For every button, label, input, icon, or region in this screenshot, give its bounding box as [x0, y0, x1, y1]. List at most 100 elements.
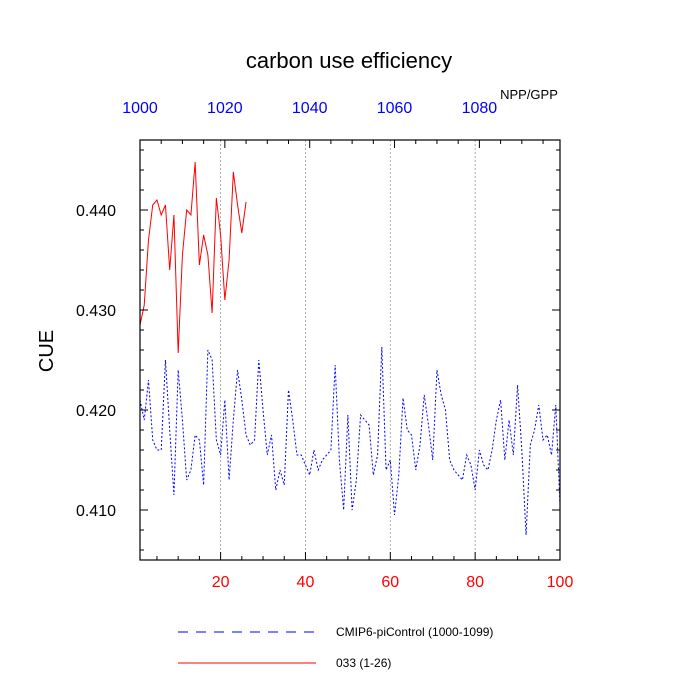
- data-point: [271, 434, 272, 435]
- data-point: [470, 464, 471, 465]
- data-point: [292, 419, 293, 420]
- data-point: [377, 454, 378, 455]
- data-point: [347, 414, 348, 415]
- data-point: [364, 419, 365, 420]
- data-point: [462, 479, 463, 480]
- data-point: [267, 454, 268, 455]
- data-point: [178, 352, 179, 353]
- data-point: [203, 484, 204, 485]
- data-point: [199, 439, 200, 440]
- data-point: [165, 359, 166, 360]
- data-point: [262, 409, 263, 410]
- y-tick-label: 0.420: [76, 403, 116, 420]
- data-point: [169, 429, 170, 430]
- x-tick-label: 80: [466, 574, 484, 591]
- y-tick-label: 0.430: [76, 303, 116, 320]
- data-point: [258, 359, 259, 360]
- data-point: [199, 264, 200, 265]
- data-point: [228, 479, 229, 480]
- data-point: [144, 419, 145, 420]
- y-tick-label: 0.440: [76, 203, 116, 220]
- data-point: [161, 449, 162, 450]
- data-point: [483, 464, 484, 465]
- data-point: [513, 454, 514, 455]
- data-point: [542, 439, 543, 440]
- x-tick-label: 40: [297, 574, 315, 591]
- data-point: [466, 454, 467, 455]
- data-point: [144, 304, 145, 305]
- data-point: [441, 394, 442, 395]
- plot-frame: [139, 139, 561, 561]
- data-point: [195, 161, 196, 162]
- grid-lines: [220, 140, 476, 560]
- data-point: [326, 454, 327, 455]
- legend: CMIP6-piControl (1000-1099) 033 (1-26): [178, 625, 493, 670]
- data-point: [186, 479, 187, 480]
- data-point: [492, 449, 493, 450]
- data-point: [216, 197, 217, 198]
- data-point: [254, 439, 255, 440]
- data-point: [508, 419, 509, 420]
- data-point: [237, 204, 238, 205]
- chart-subtitle: NPP/GPP: [500, 87, 558, 102]
- data-point: [284, 484, 285, 485]
- data-point: [279, 469, 280, 470]
- data-point: [173, 214, 174, 215]
- data-point: [241, 232, 242, 233]
- data-point: [487, 469, 488, 470]
- data-point: [411, 434, 412, 435]
- data-point: [224, 399, 225, 400]
- data-point: [182, 419, 183, 420]
- data-point: [373, 474, 374, 475]
- data-point: [360, 414, 361, 415]
- axis-ticks: 20 40 60 80 100 1000 1020 1040 1060 1080 0.410 0.42…: [76, 100, 573, 591]
- x-tick-label: 60: [381, 574, 399, 591]
- data-point: [458, 474, 459, 475]
- data-point: [152, 439, 153, 440]
- data-point: [228, 259, 229, 260]
- data-point: [169, 269, 170, 270]
- data-point: [152, 204, 153, 205]
- data-point: [555, 404, 556, 405]
- legend-label: CMIP6-piControl (1000-1099): [336, 625, 493, 639]
- data-point: [186, 209, 187, 210]
- x-tick-label: 100: [547, 574, 574, 591]
- data-point: [178, 369, 179, 370]
- data-point: [504, 459, 505, 460]
- data-point: [385, 469, 386, 470]
- data-point: [551, 454, 552, 455]
- data-point: [496, 419, 497, 420]
- data-point: [190, 469, 191, 470]
- data-point: [453, 469, 454, 470]
- data-point: [538, 404, 539, 405]
- data-point: [330, 449, 331, 450]
- data-point: [368, 424, 369, 425]
- data-point: [517, 384, 518, 385]
- data-point: [301, 454, 302, 455]
- series-line: [139, 161, 247, 354]
- data-point: [449, 459, 450, 460]
- series-layer: [139, 161, 561, 536]
- data-point: [432, 459, 433, 460]
- data-point: [156, 449, 157, 450]
- data-point: [356, 479, 357, 480]
- data-point: [190, 214, 191, 215]
- data-point: [212, 312, 213, 313]
- data-point: [203, 234, 204, 235]
- data-point: [475, 489, 476, 490]
- data-point: [216, 439, 217, 440]
- x2-tick-label: 1060: [377, 100, 413, 117]
- legend-label: 033 (1-26): [336, 656, 391, 670]
- data-point: [424, 394, 425, 395]
- x-tick-label: 20: [212, 574, 230, 591]
- data-point: [547, 434, 548, 435]
- data-point: [394, 514, 395, 515]
- data-point: [402, 397, 403, 398]
- data-point: [224, 299, 225, 300]
- data-point: [436, 369, 437, 370]
- data-point: [343, 509, 344, 510]
- y-tick-label: 0.410: [76, 503, 116, 520]
- x2-tick-label: 1020: [207, 100, 243, 117]
- series-line: [139, 346, 561, 536]
